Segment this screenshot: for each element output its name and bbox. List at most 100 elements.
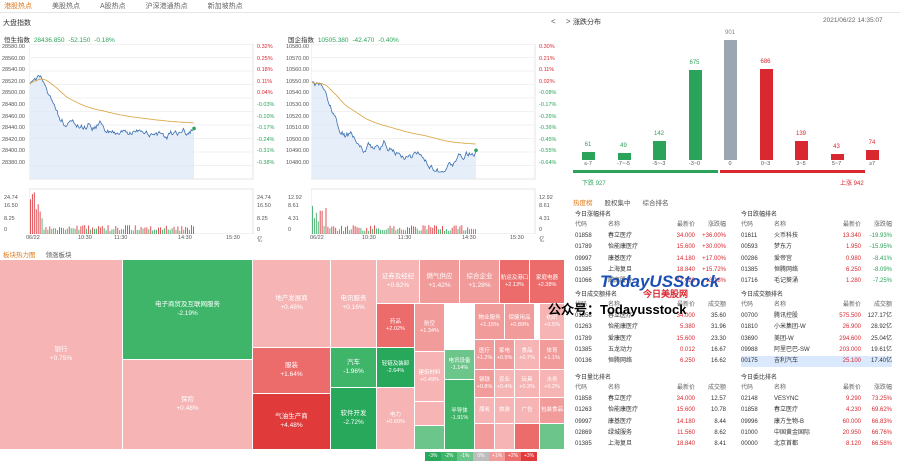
table-row[interactable]: 00286 爱帝宫 0.980 -8.41% [741,254,892,265]
sector-tile[interactable]: 物业服务 +1.15% [475,304,505,340]
sector-tile[interactable]: 食品 +0.7% [515,340,540,370]
sector-tile[interactable]: 保健用品 +0.89% [505,304,535,340]
sector-tile-small[interactable] [540,424,565,450]
hsi-header[interactable]: 恒生指数 28436.850 -52.150 -0.18% [4,34,115,44]
sector-tile[interactable]: 电讯设备 -1.14% [445,350,475,380]
sector-tile[interactable]: 体育 +1.1% [540,340,565,370]
sector-tile[interactable]: 电力 +0.60% [377,388,415,450]
distribution-bar[interactable] [866,150,879,160]
distribution-bar[interactable] [688,70,702,160]
sector-tile[interactable]: 保险 +0.48% [123,360,253,450]
sector-tile[interactable]: 燃气供应 +1.42% [420,260,460,304]
hsi-chart[interactable] [29,44,254,234]
sector-tile[interactable]: 证券及经纪 +0.62% [377,260,420,304]
sector-tile[interactable]: 农业 +0.4% [495,370,515,398]
table-row[interactable]: 00000 北京首都 8.120 66.58% [741,439,892,450]
sector-tile[interactable]: 轻链及装卸 -2.64% [377,348,415,388]
table-row[interactable]: 09997 康基医疗 14.180 +17.00% [575,254,726,265]
table-row[interactable]: 01858 春立医疗 34.000 12.57 [575,394,726,405]
table-row[interactable]: 02869 绿城服务 11.560 8.62 [575,428,726,439]
tab-equity-concentration[interactable]: 股权集中 [604,200,631,207]
sector-tile[interactable]: 家庭电器 +2.38% [530,260,565,304]
table-row[interactable]: 01858 春立医疗 34.000 +36.00% [575,231,726,242]
distribution-bar[interactable] [724,40,737,160]
sector-tile-small[interactable] [415,402,445,426]
sector-tile[interactable]: 航空 +1.34% [415,304,445,352]
tab-heat-rank[interactable]: 热度榜 [573,200,593,207]
sector-tile[interactable]: 服装 +1.64% [253,348,331,394]
sector-tile[interactable]: 药品 +2.02% [377,304,415,348]
sector-tile[interactable]: 建筑材料 +0.49% [415,352,445,402]
sector-tile[interactable]: 旅游 [495,398,515,424]
sector-tile[interactable]: 汽车 -1.96% [331,348,377,388]
sector-tile[interactable]: 电讯服务 +0.16% [331,260,377,348]
table-row[interactable]: 01789 爱康医疗 15.600 23.30 [575,334,726,345]
distribution-bar[interactable] [617,153,631,160]
volume-bar [111,229,113,234]
hscei-chart[interactable] [311,44,536,234]
sector-tile[interactable]: 钢铁 +0.8% [475,370,495,398]
table-row[interactable]: 09996 康方生物-B 60.000 66.83% [741,417,892,428]
table-cell: 60.000 [842,418,861,425]
sector-tile[interactable]: 电子商贸及互联网服务 -2.19% [123,260,253,360]
sector-tile[interactable]: 水务 +0.2% [540,370,565,398]
sector-tile[interactable]: 银行 +0.75% [0,260,123,450]
sector-tile-small[interactable] [415,426,445,450]
distribution-bar[interactable] [582,151,595,160]
sector-tile[interactable]: 家电 +0.9% [495,340,515,370]
table-row[interactable]: 01263 怡能康医疗 15.600 10.78 [575,405,726,416]
table-row[interactable]: 01385 上海复旦 18.840 8.41 [575,439,726,450]
tab-sector-heatmap[interactable]: 板块热力图 [3,252,36,259]
table-row[interactable]: 01263 怡能康医疗 5.380 31.96 [575,322,726,333]
tab-connect-hot[interactable]: 沪深港通热点 [145,3,188,10]
sector-tile[interactable]: 煤炭 [475,398,495,424]
hscei-header[interactable]: 国企指数 10505.380 -42.470 -0.40% [288,34,399,44]
index-nav-arrows[interactable]: < > [551,17,575,26]
tab-leading-sectors[interactable]: 领涨板块 [45,252,72,259]
sector-tile[interactable]: 航运及港口 +2.13% [500,260,530,304]
table-row[interactable]: 01385 五龙动力 0.012 16.67 [575,345,726,356]
sector-tile[interactable]: 包装食品 [540,398,565,424]
table-row[interactable]: 01000 中国黄金国际 20.950 66.76% [741,428,892,439]
sector-change: -2.72% [343,418,364,426]
sector-tile[interactable]: 广告 [515,398,540,424]
table-row[interactable]: 02148 VESYNC 9.290 73.25% [741,394,892,405]
distribution-bar[interactable] [795,141,808,160]
sector-tile[interactable]: 玩具 +0.3% [515,370,540,398]
sector-tile[interactable]: 气油生产商 +4.48% [253,394,331,450]
distribution-bar[interactable] [653,141,666,160]
sector-tile[interactable]: 地产发展商 +0.48% [253,260,331,348]
table-row[interactable]: 01611 火币科技 13.340 -19.93% [741,231,892,242]
table-row[interactable]: 03690 美团-W 294.600 25.04亿 [741,334,892,345]
table-row[interactable]: 01385 恒腾网络 6.250 -8.09% [741,265,892,276]
sector-tile-small[interactable] [515,424,540,450]
sector-tile[interactable]: 医疗 +1.2% [475,340,495,370]
distribution-bar[interactable] [830,154,844,160]
table-row[interactable]: 00700 腾讯控股 575.500 127.17亿 [741,311,892,322]
table-row[interactable]: 01385 上海复旦 18.840 +15.72% [575,265,726,276]
sector-tile[interactable]: 纺织 +0.5% [540,304,565,340]
table-row[interactable]: 00136 恒腾网络 6.250 16.62 [575,356,726,367]
sector-tile[interactable]: 综合企业 +1.28% [460,260,500,304]
tab-a-share-hot[interactable]: A股热点 [100,3,126,10]
table-row[interactable]: 00593 梦东方 1.950 -15.95% [741,242,892,253]
table-row[interactable]: 09997 康基医疗 14.180 8.44 [575,417,726,428]
table-row[interactable]: 01858 春立医疗 34.000 35.60 [575,311,726,322]
tab-us-hot[interactable]: 美股热点 [52,3,80,10]
table-row[interactable]: 09988 阿里巴巴-SW 203.000 19.61亿 [741,345,892,356]
sector-tile[interactable]: 半导体 -1.91% [445,380,475,450]
table-row[interactable]: 01716 毛记葵涌 1.280 -7.25% [741,276,892,287]
tab-overall-rank[interactable]: 综合排名 [642,200,669,207]
sector-tile[interactable]: 软件开发 -2.72% [331,388,377,450]
table-row[interactable]: 01810 小米集团-W 26.900 28.92亿 [741,322,892,333]
table-row[interactable]: 01066 威高股份 17.420 +13.18% [575,276,726,287]
distribution-bar[interactable] [759,68,773,160]
table-row[interactable]: 01789 怡能康医疗 15.600 +30.00% [575,242,726,253]
tab-sg-hot[interactable]: 新加坡热点 [207,3,243,10]
table-row[interactable]: 01858 春立医疗 4.230 69.62% [741,405,892,416]
sector-tile-small[interactable] [475,424,495,450]
pct-tick: 0.32% [257,44,273,50]
tab-hk-hot[interactable]: 港股热点 [4,3,32,10]
sector-tile-small[interactable] [495,424,515,450]
table-row[interactable]: 00175 吉利汽车 25.100 17.40亿 [741,355,892,368]
